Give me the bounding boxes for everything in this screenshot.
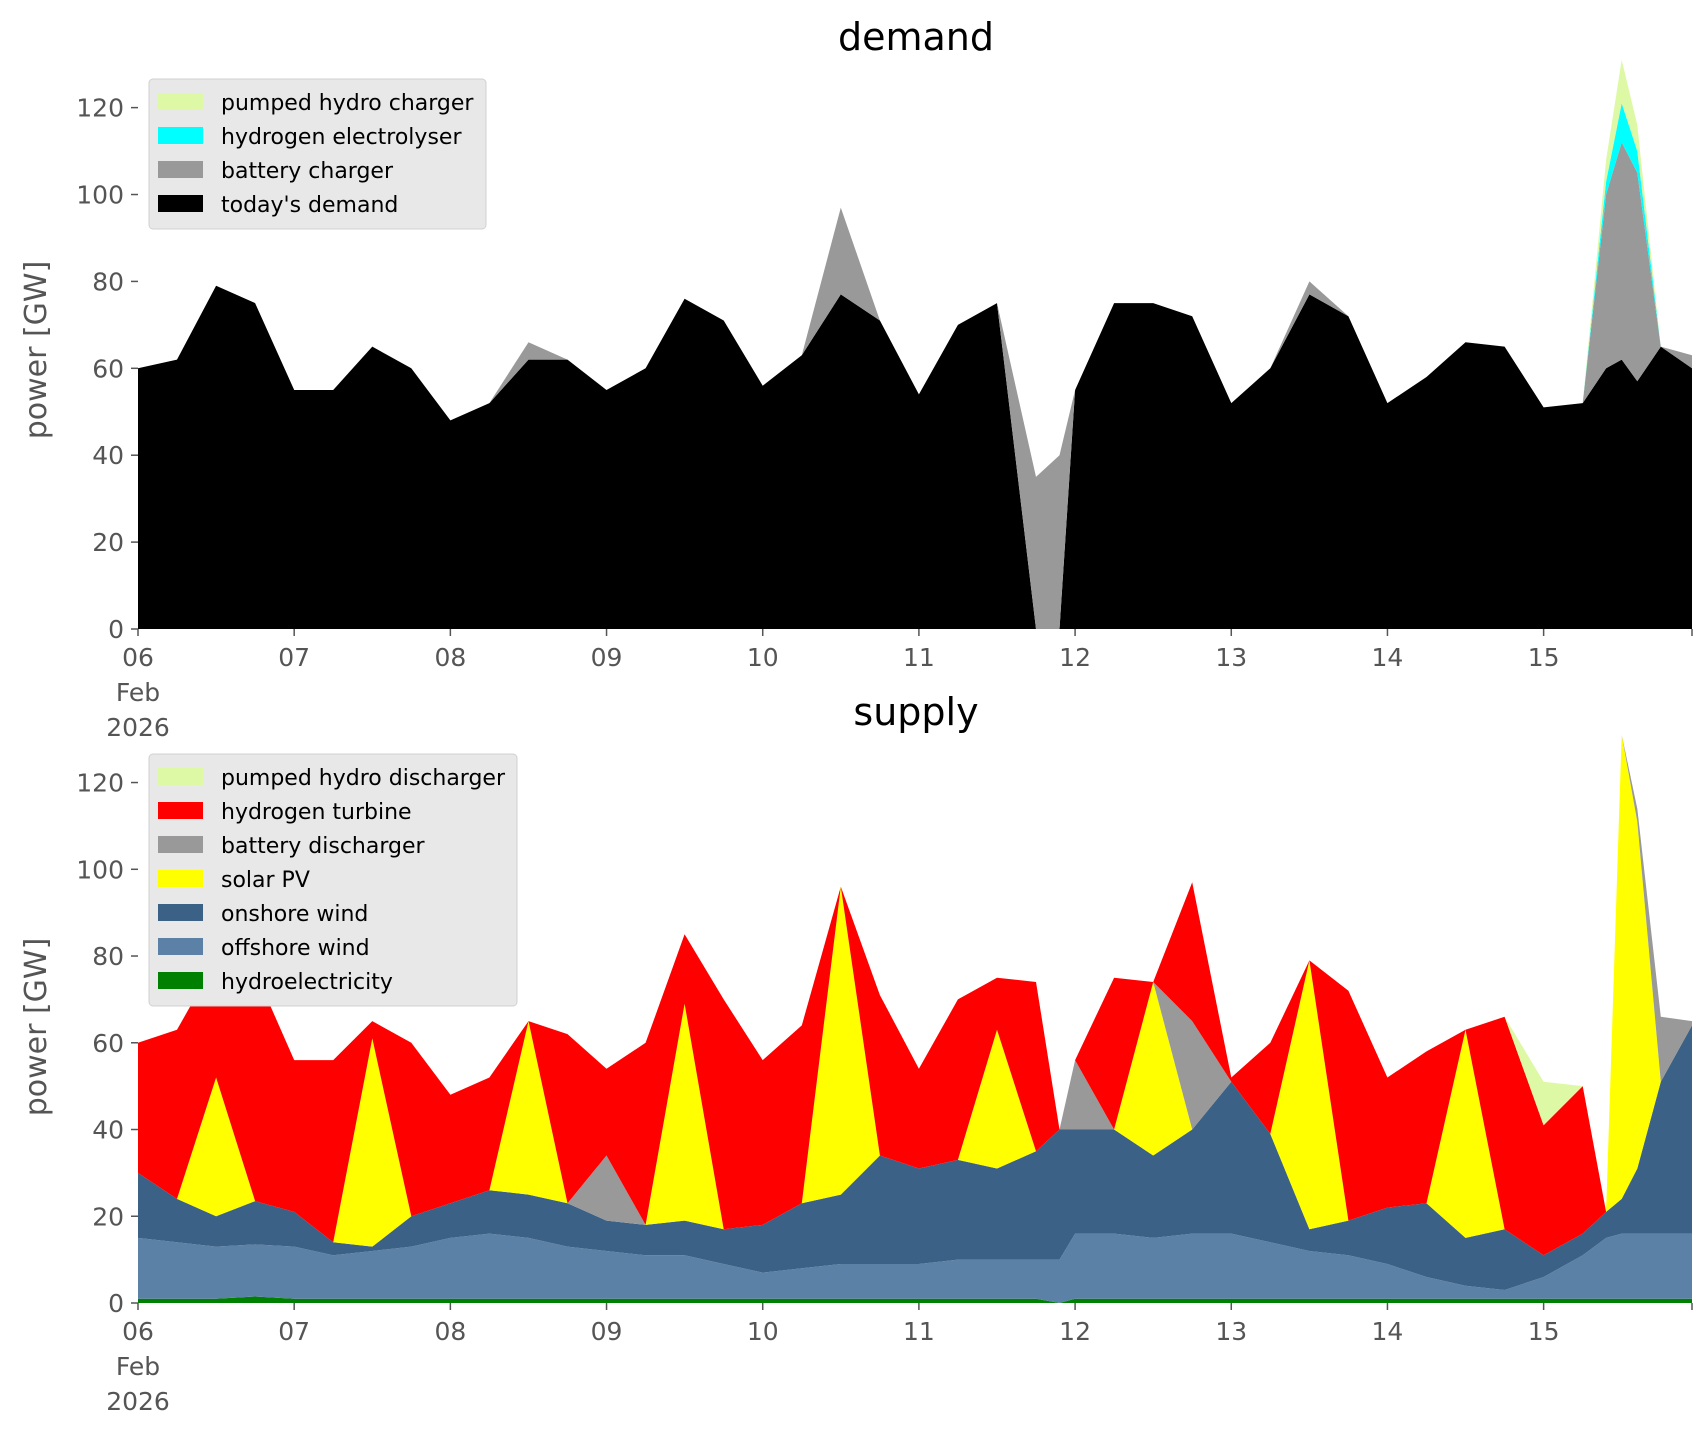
legend-box bbox=[148, 78, 487, 230]
area-hydrogen-turbine bbox=[138, 734, 1692, 1256]
legend-label-hydrogen-electrolyser: hydrogen electrolyser bbox=[221, 125, 462, 150]
x-tick-sublabel: Feb bbox=[116, 678, 160, 707]
legend-label-hydroelectricity: hydroelectricity bbox=[221, 970, 393, 995]
y-tick-label: 80 bbox=[92, 942, 124, 971]
supply-chart: supply power [GW] 0 20 40 60 80 100 120 06 07 08… bbox=[19, 690, 1693, 1416]
legend-swatch-battery-charger bbox=[158, 161, 203, 178]
x-tick-label: 14 bbox=[1372, 643, 1404, 672]
demand-chart: demand power [GW] 0 20 40 60 80 100 120 06 07 08… bbox=[19, 15, 1693, 742]
y-ticks: 0 20 40 60 80 100 120 bbox=[76, 769, 138, 1318]
legend-label-today-s-demand: today's demand bbox=[221, 193, 398, 218]
legend-label-pumped-hydro-charger: pumped hydro charger bbox=[221, 91, 474, 116]
area-series-group bbox=[138, 59, 1692, 629]
x-tick-label: 15 bbox=[1528, 643, 1560, 672]
area-series-group bbox=[138, 734, 1692, 1303]
x-tick-label: 13 bbox=[1215, 643, 1247, 672]
legend: pumped hydro charger hydrogen electrolyse… bbox=[148, 78, 487, 230]
area-solar-pv bbox=[138, 734, 1692, 1256]
x-ticks: 06 07 08 09 10 11 12 13 14 15 Feb 2026 bbox=[106, 629, 1693, 742]
area-hydroelectricity bbox=[138, 1296, 1692, 1303]
legend-swatch-onshore-wind bbox=[158, 904, 203, 921]
x-tick-label: 07 bbox=[278, 1317, 310, 1346]
legend: pumped hydro discharger hydrogen turbine b… bbox=[148, 753, 518, 1007]
y-tick-label: 60 bbox=[92, 354, 124, 383]
legend-swatch-offshore-wind bbox=[158, 938, 203, 955]
legend-swatch-hydroelectricity bbox=[158, 972, 203, 989]
x-tick-label: 08 bbox=[434, 1317, 466, 1346]
x-ticks: 06 07 08 09 10 11 12 13 14 15 Feb 2026 bbox=[106, 1303, 1693, 1416]
y-tick-label: 0 bbox=[108, 615, 124, 644]
x-tick-sublabel: 2026 bbox=[106, 713, 170, 742]
y-tick-label: 40 bbox=[92, 1116, 124, 1145]
legend-swatch-today-s-demand bbox=[158, 195, 203, 212]
legend-swatch-hydrogen-electrolyser bbox=[158, 127, 203, 144]
x-tick-label: 08 bbox=[434, 643, 466, 672]
legend-label-battery-discharger: battery discharger bbox=[221, 834, 426, 859]
x-tick-label: 11 bbox=[903, 643, 935, 672]
x-tick-label: 09 bbox=[591, 643, 623, 672]
x-tick-label: 10 bbox=[747, 643, 779, 672]
legend-label-hydrogen-turbine: hydrogen turbine bbox=[221, 800, 412, 825]
legend-label-solar-pv: solar PV bbox=[221, 868, 310, 893]
x-tick-sublabel: Feb bbox=[116, 1352, 160, 1381]
y-tick-label: 80 bbox=[92, 267, 124, 296]
legend-box bbox=[148, 753, 518, 1007]
chart-title: supply bbox=[853, 690, 978, 734]
y-tick-label: 60 bbox=[92, 1029, 124, 1058]
y-tick-label: 100 bbox=[76, 855, 124, 884]
y-tick-label: 40 bbox=[92, 441, 124, 470]
legend-swatch-solar-pv bbox=[158, 870, 203, 887]
legend-swatch-battery-discharger bbox=[158, 836, 203, 853]
x-tick-label: 12 bbox=[1059, 1317, 1091, 1346]
x-tick-label: 07 bbox=[278, 643, 310, 672]
x-tick-label: 13 bbox=[1215, 1317, 1247, 1346]
legend-swatch-pumped-hydro-discharger bbox=[158, 768, 203, 785]
x-tick-label: 06 bbox=[122, 643, 154, 672]
y-tick-label: 100 bbox=[76, 181, 124, 210]
legend-swatch-hydrogen-turbine bbox=[158, 802, 203, 819]
x-tick-label: 14 bbox=[1372, 1317, 1404, 1346]
y-tick-label: 0 bbox=[108, 1289, 124, 1318]
legend-label-battery-charger: battery charger bbox=[221, 159, 394, 184]
legend-label-pumped-hydro-discharger: pumped hydro discharger bbox=[221, 766, 506, 791]
legend-label-offshore-wind: offshore wind bbox=[221, 936, 370, 961]
y-axis-label: power [GW] bbox=[19, 261, 54, 440]
y-tick-label: 20 bbox=[92, 1202, 124, 1231]
area-onshore-wind bbox=[138, 1025, 1692, 1290]
y-ticks: 0 20 40 60 80 100 120 bbox=[76, 94, 138, 644]
legend-swatch-pumped-hydro-charger bbox=[158, 93, 203, 110]
x-tick-label: 12 bbox=[1059, 643, 1091, 672]
y-tick-label: 20 bbox=[92, 528, 124, 557]
chart-title: demand bbox=[838, 15, 994, 59]
x-tick-label: 11 bbox=[903, 1317, 935, 1346]
x-tick-label: 06 bbox=[122, 1317, 154, 1346]
x-tick-sublabel: 2026 bbox=[106, 1387, 170, 1416]
area-offshore-wind bbox=[138, 1233, 1692, 1303]
x-tick-label: 09 bbox=[591, 1317, 623, 1346]
y-tick-label: 120 bbox=[76, 94, 124, 123]
y-axis-label: power [GW] bbox=[19, 938, 54, 1117]
x-tick-label: 10 bbox=[747, 1317, 779, 1346]
legend-label-onshore-wind: onshore wind bbox=[221, 902, 368, 927]
x-tick-label: 15 bbox=[1528, 1317, 1560, 1346]
area-today-s-demand bbox=[138, 285, 1692, 629]
y-tick-label: 120 bbox=[76, 769, 124, 798]
